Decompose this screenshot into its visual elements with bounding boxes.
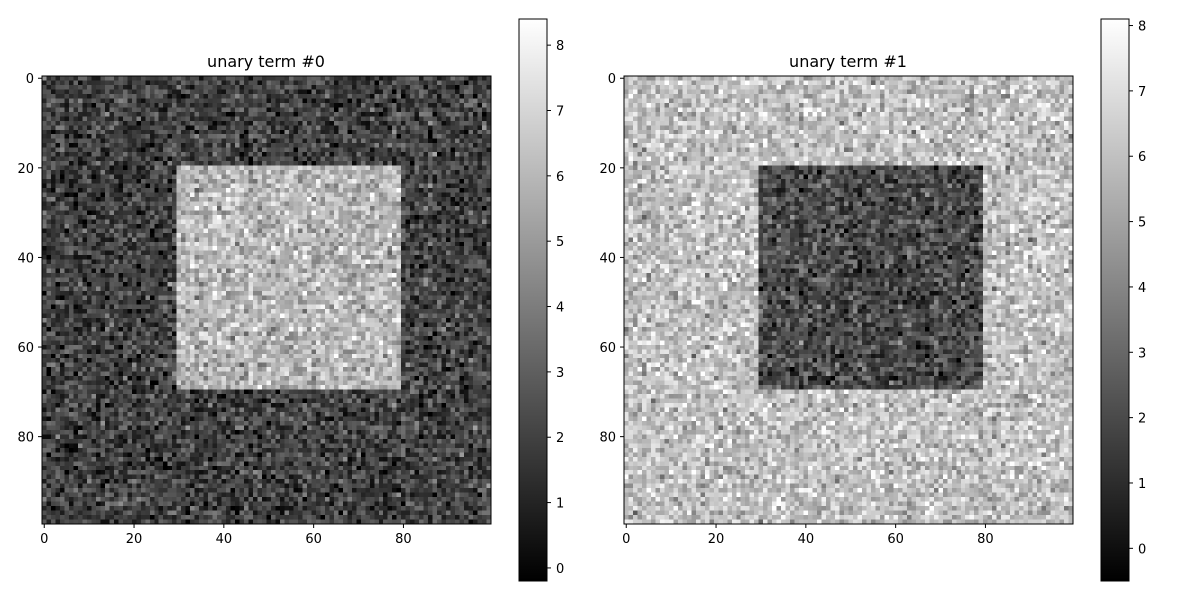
x-tick-label: 60	[887, 532, 904, 547]
colorbar-tick-label: 1	[556, 497, 564, 512]
colorbar-tick-label: 1	[1138, 477, 1146, 492]
y-tick-label: 80	[599, 431, 616, 446]
colorbar-tick-label: 3	[1138, 346, 1146, 361]
y-tick-label: 0	[26, 72, 34, 87]
x-tick-label: 60	[305, 532, 322, 547]
x-tick-label: 0	[40, 532, 48, 547]
colorbar-tick-label: 7	[1138, 85, 1146, 100]
colorbar-tick-label: 7	[556, 104, 564, 119]
subplot-0: unary term #0 0 20 40 60 80 0 20 40 60 80 0 1 2 3 4 5 6 7 8	[17, 19, 564, 581]
x-tick-label: 80	[395, 532, 412, 547]
colorbar-tick-label: 6	[1138, 150, 1146, 165]
y-tick-label: 60	[599, 341, 616, 356]
colorbar-tick-label: 8	[1138, 20, 1146, 35]
colorbar	[1101, 19, 1129, 581]
colorbar-tick-label: 3	[556, 366, 564, 381]
y-tick-label: 60	[17, 341, 34, 356]
x-tick-label: 80	[977, 532, 994, 547]
y-tick-label: 40	[17, 251, 34, 266]
colorbar-tick-label: 6	[556, 170, 564, 185]
subplot-title: unary term #0	[207, 52, 325, 71]
subplot-title: unary term #1	[789, 52, 907, 71]
x-tick-label: 0	[622, 532, 630, 547]
x-tick-label: 20	[708, 532, 725, 547]
colorbar-tick-label: 2	[556, 431, 564, 446]
colorbar-tick-label: 0	[1138, 542, 1146, 557]
colorbar-tick-label: 4	[556, 301, 564, 316]
heatmap-image	[624, 76, 1073, 524]
colorbar-tick-label: 2	[1138, 412, 1146, 427]
x-tick-label: 40	[216, 532, 233, 547]
colorbar-tick-label: 5	[556, 235, 564, 250]
colorbar-tick-label: 8	[556, 39, 564, 54]
colorbar-tick-label: 5	[1138, 216, 1146, 231]
colorbar-tick-label: 0	[556, 562, 564, 577]
y-tick-label: 80	[17, 431, 34, 446]
y-tick-label: 0	[608, 72, 616, 87]
y-tick-label: 20	[599, 162, 616, 177]
colorbar-tick-label: 4	[1138, 281, 1146, 296]
subplot-1: unary term #1 0 20 40 60 80 0 20 40 60 80 0 1 2 3 4 5 6 7 8	[599, 19, 1146, 581]
y-tick-label: 20	[17, 162, 34, 177]
x-tick-label: 20	[126, 532, 143, 547]
colorbar	[519, 19, 547, 581]
x-tick-label: 40	[798, 532, 815, 547]
heatmap-image	[42, 76, 491, 524]
y-tick-label: 40	[599, 251, 616, 266]
